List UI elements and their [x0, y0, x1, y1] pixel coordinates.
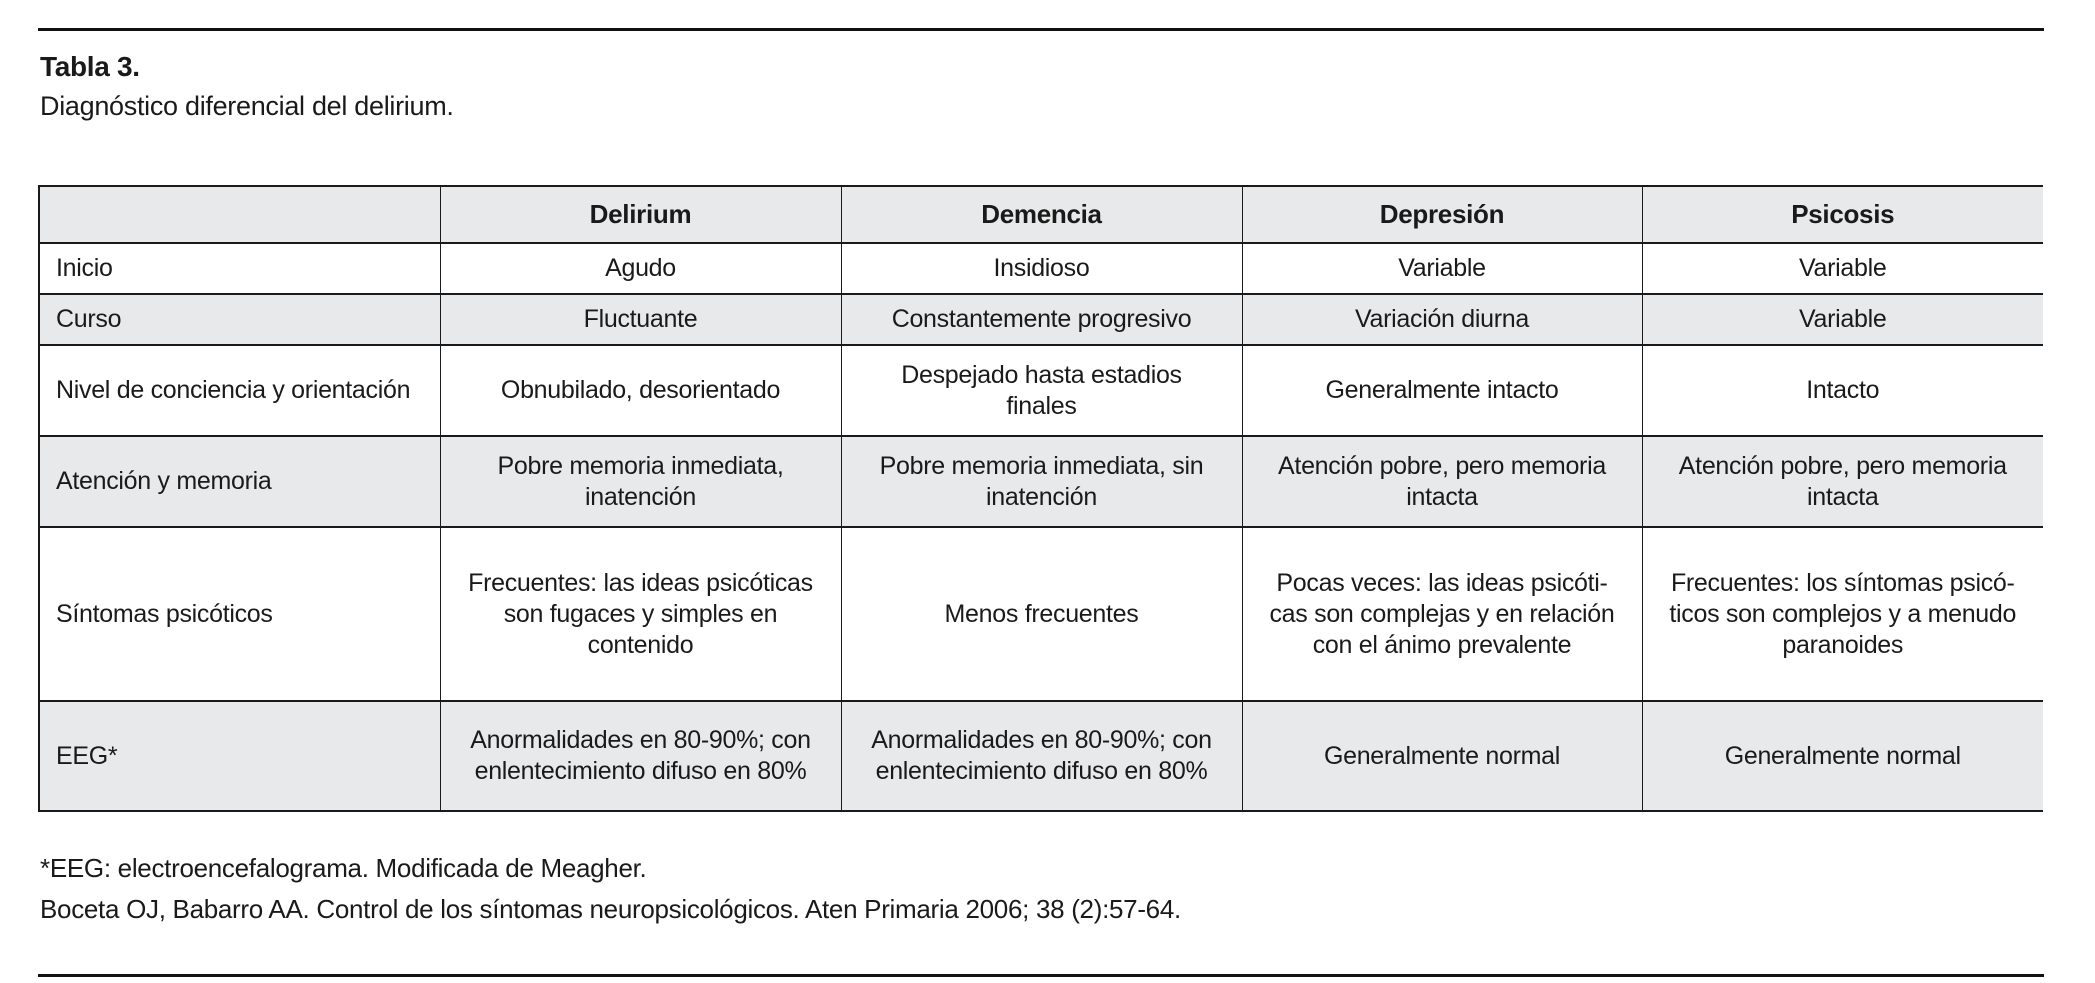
table-cell: Pobre memoria inmediata, sin inatención: [840, 435, 1243, 528]
table-caption-title: Diagnóstico diferencial del delirium.: [40, 91, 454, 121]
table-cell: Variable: [1641, 242, 2043, 295]
row-label-eeg: EEG*: [38, 700, 441, 812]
table-cell: Constantemente progresivo: [840, 293, 1243, 346]
table-cell: Generalmente normal: [1641, 700, 2043, 812]
table-cell: Atención pobre, pero memoria intacta: [1641, 435, 2043, 528]
table-row-inicio: Inicio Agudo Insidioso Variable Variable: [38, 242, 2043, 295]
table-row-curso: Curso Fluctuante Constantemente progresi…: [38, 293, 2043, 346]
table-cell: Frecuentes: los síntomas psicó- ticos so…: [1641, 526, 2043, 702]
header-cell-delirium: Delirium: [439, 185, 842, 244]
table-row-eeg: EEG* Anormalidades en 80-90%; con enlent…: [38, 700, 2043, 812]
table-cell: Generalmente intacto: [1241, 344, 1643, 437]
table-cell: Fluctuante: [439, 293, 842, 346]
header-cell-empty: [38, 185, 441, 244]
header-cell-depresion: Depresión: [1241, 185, 1643, 244]
row-label-sintomas-psicoticos: Síntomas psicóticos: [38, 526, 441, 702]
table-row-nivel-de-conciencia: Nivel de conciencia y orientación Obnubi…: [38, 344, 2043, 437]
table-cell: Generalmente normal: [1241, 700, 1643, 812]
row-label-nivel-de-conciencia: Nivel de conciencia y orientación: [38, 344, 441, 437]
table-cell: Agudo: [439, 242, 842, 295]
table-cell: Intacto: [1641, 344, 2043, 437]
footnote-eeg: *EEG: electroencefalograma. Modificada d…: [40, 853, 647, 883]
differential-diagnosis-table: Delirium Demencia Depresión Psicosis Ini…: [38, 185, 2043, 812]
top-rule: [38, 28, 2044, 31]
table-cell: Atención pobre, pero memoria intacta: [1241, 435, 1643, 528]
table-cell: Anormalidades en 80-90%; con enlentecimi…: [439, 700, 842, 812]
table-row-atencion-y-memoria: Atención y memoria Pobre memoria inmedia…: [38, 435, 2043, 528]
row-label-inicio: Inicio: [38, 242, 441, 295]
table-cell: Anormalidades en 80-90%; con enlentecimi…: [840, 700, 1243, 812]
table-footnotes: *EEG: electroencefalograma. Modificada d…: [40, 848, 1181, 930]
table-cell: Pocas veces: las ideas psicóti- cas son …: [1241, 526, 1643, 702]
bottom-rule: [38, 974, 2044, 977]
table-cell: Variable: [1241, 242, 1643, 295]
footnote-reference: Boceta OJ, Babarro AA. Control de los sí…: [40, 894, 1181, 924]
table-cell: Variable: [1641, 293, 2043, 346]
table-cell: Menos frecuentes: [840, 526, 1243, 702]
table-cell: Despejado hasta estadios finales: [840, 344, 1243, 437]
table-cell: Insidioso: [840, 242, 1243, 295]
table-cell: Variación diurna: [1241, 293, 1643, 346]
table-caption-label: Tabla 3.: [40, 51, 140, 82]
table-cell: Obnubilado, desorientado: [439, 344, 842, 437]
table-caption: Tabla 3. Diagnóstico diferencial del del…: [40, 48, 454, 126]
table-cell: Pobre memoria inmediata, inatención: [439, 435, 842, 528]
table-cell: Frecuentes: las ideas psicóticas son fug…: [439, 526, 842, 702]
row-label-curso: Curso: [38, 293, 441, 346]
header-cell-demencia: Demencia: [840, 185, 1243, 244]
row-label-atencion-y-memoria: Atención y memoria: [38, 435, 441, 528]
header-cell-psicosis: Psicosis: [1641, 185, 2043, 244]
table-header-row: Delirium Demencia Depresión Psicosis: [38, 185, 2043, 244]
table-row-sintomas-psicoticos: Síntomas psicóticos Frecuentes: las idea…: [38, 526, 2043, 702]
